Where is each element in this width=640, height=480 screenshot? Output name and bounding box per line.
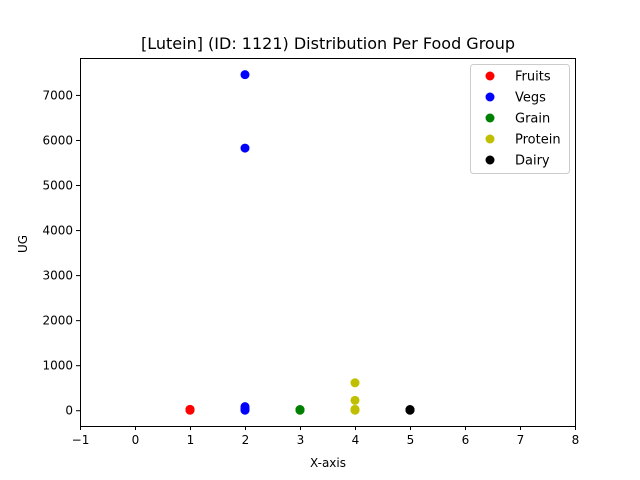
data-point-vegs — [240, 143, 250, 153]
legend-marker-fruits — [485, 71, 495, 81]
x-tick-label: 8 — [572, 433, 580, 447]
y-axis-ticks: 0 1000 2000 3000 4000 5000 6000 7000 — [42, 88, 80, 418]
x-tick-label: −1 — [72, 433, 90, 447]
x-tick-label: 4 — [352, 433, 360, 447]
legend-marker-vegs — [485, 92, 495, 102]
data-point-protein — [350, 378, 360, 388]
y-tick-label: 2000 — [42, 314, 73, 328]
y-tick-label: 1000 — [42, 359, 73, 373]
y-tick-label: 4000 — [42, 224, 73, 238]
legend: Fruits Vegs Grain Protein Dairy — [470, 64, 570, 174]
x-tick-label: 1 — [187, 433, 195, 447]
y-tick-label: 3000 — [42, 269, 73, 283]
x-tick-label: 3 — [297, 433, 305, 447]
legend-marker-grain — [485, 113, 495, 123]
x-axis-label: X-axis — [310, 456, 346, 470]
y-tick-label: 0 — [65, 404, 73, 418]
data-point-vegs — [240, 70, 250, 80]
x-tick-label: 0 — [132, 433, 140, 447]
x-tick-label: 2 — [242, 433, 250, 447]
data-point-dairy — [405, 405, 415, 415]
y-tick-label: 7000 — [42, 88, 73, 102]
legend-label-protein: Protein — [515, 133, 561, 148]
data-point-protein — [350, 395, 360, 405]
data-points — [185, 70, 415, 415]
legend-marker-dairy — [485, 155, 495, 165]
x-tick-label: 5 — [407, 433, 415, 447]
legend-label-vegs: Vegs — [515, 91, 546, 106]
plot-frame — [80, 58, 576, 427]
x-tick-label: 6 — [462, 433, 470, 447]
legend-label-grain: Grain — [515, 112, 550, 127]
y-axis-label: UG — [16, 235, 30, 253]
y-tick-label: 5000 — [42, 179, 73, 193]
data-point-grain — [295, 405, 305, 415]
y-tick-label: 6000 — [42, 133, 73, 147]
data-point-fruits — [185, 404, 195, 414]
legend-box — [470, 64, 570, 174]
x-tick-label: 7 — [517, 433, 525, 447]
legend-label-dairy: Dairy — [515, 154, 550, 169]
data-point-vegs — [240, 405, 250, 415]
data-point-protein — [350, 405, 360, 415]
chart-title: [Lutein] (ID: 1121) Distribution Per Foo… — [141, 34, 515, 53]
legend-label-fruits: Fruits — [515, 70, 551, 85]
legend-marker-protein — [485, 134, 495, 144]
